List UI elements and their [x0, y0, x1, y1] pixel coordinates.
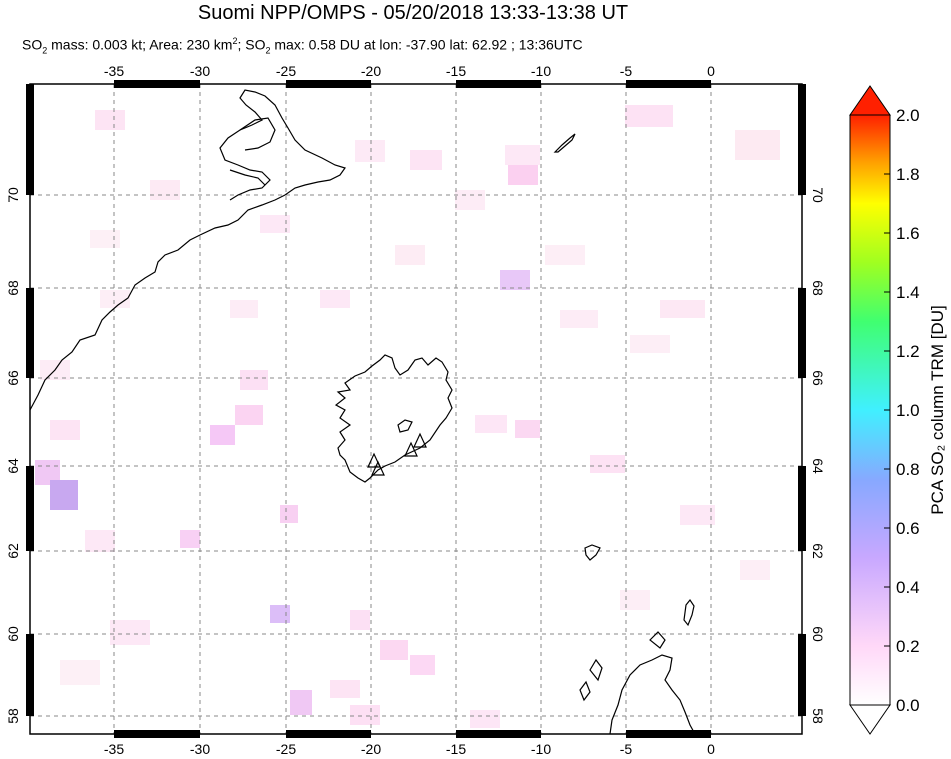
lon-label-bottom: -15 [446, 741, 466, 757]
volcano-marker-triangle-icon [371, 460, 385, 476]
lat-label-left: 60 [5, 626, 21, 642]
iceland-coast [334, 354, 453, 483]
lon-label-top: -15 [446, 63, 466, 79]
map-title: Suomi NPP/OMPS - 05/20/2018 13:33-13:38 … [197, 2, 629, 24]
lat-label-right: 60 [810, 626, 826, 642]
colorbar-tick-label: 1.4 [896, 283, 920, 302]
colorbar: 2.0 1.8 1.6 1.4 1.2 1.0 0.8 0.6 0.4 0.2 … [849, 85, 947, 735]
lon-label-top: -10 [531, 63, 551, 79]
lat-label-right: 58 [810, 708, 826, 724]
lon-label-top: -35 [104, 63, 124, 79]
jan-mayen [553, 133, 576, 153]
lat-label-right: 64 [810, 458, 826, 474]
colorbar-tick-label: 0.8 [896, 460, 920, 479]
lat-label-left: 70 [5, 187, 21, 203]
lat-label-left: 62 [5, 543, 21, 559]
volcano-marker-triangle-icon [367, 452, 381, 468]
lon-label-bottom: -20 [361, 741, 381, 757]
colorbar-tick-label: 0.4 [896, 578, 920, 597]
colorbar-tick-label: 1.2 [896, 342, 920, 361]
volcano-marker-triangle-icon [404, 441, 418, 457]
volcano-marker-triangle-icon [413, 432, 427, 448]
map-area [30, 84, 802, 734]
colorbar-tick-label: 1.0 [896, 401, 920, 420]
graticule [30, 84, 802, 734]
colorbar-title: PCA SO₂ column TRM [DU] [928, 305, 947, 514]
scotland-coast [609, 654, 696, 734]
colorbar-bottom-arrow-icon [849, 704, 891, 735]
lon-label-top: -20 [361, 63, 381, 79]
lon-label-top: -30 [190, 63, 210, 79]
map-frame [26, 80, 806, 738]
lat-label-left: 64 [5, 458, 21, 474]
lon-label-top: 0 [707, 63, 715, 79]
colorbar-tick-label: 2.0 [896, 106, 920, 125]
colorbar-tick-label: 0.2 [896, 637, 920, 656]
so2-pixels [35, 105, 780, 728]
lat-label-right: 70 [810, 187, 826, 203]
lon-label-top: -25 [276, 63, 296, 79]
lon-label-bottom: -25 [276, 741, 296, 757]
shetland-islands [683, 598, 695, 627]
lat-label-right: 68 [810, 280, 826, 296]
lat-label-right: 66 [810, 370, 826, 386]
lon-label-bottom: 0 [707, 741, 715, 757]
lon-label-bottom: -35 [104, 741, 124, 757]
colorbar-tick-label: 0.0 [896, 696, 920, 715]
lon-label-bottom: -10 [531, 741, 551, 757]
colorbar-tick-label: 1.6 [896, 224, 920, 243]
colorbar-tick-label: 0.6 [896, 519, 920, 538]
lat-label-left: 66 [5, 370, 21, 386]
coastlines [30, 89, 696, 734]
lon-label-bottom: -5 [620, 741, 633, 757]
greenland-coast [30, 89, 346, 411]
lon-label-bottom: -30 [190, 741, 210, 757]
faroe-islands [584, 544, 601, 561]
colorbar-top-arrow-icon [849, 85, 891, 116]
lat-label-left: 68 [5, 280, 21, 296]
map-subtitle: SO2 mass: 0.003 kt; Area: 230 km2; SO2 m… [22, 36, 583, 56]
lat-label-left: 58 [5, 708, 21, 724]
lon-label-top: -5 [620, 63, 633, 79]
lat-label-right: 62 [810, 543, 826, 559]
colorbar-tick-label: 1.8 [896, 165, 920, 184]
